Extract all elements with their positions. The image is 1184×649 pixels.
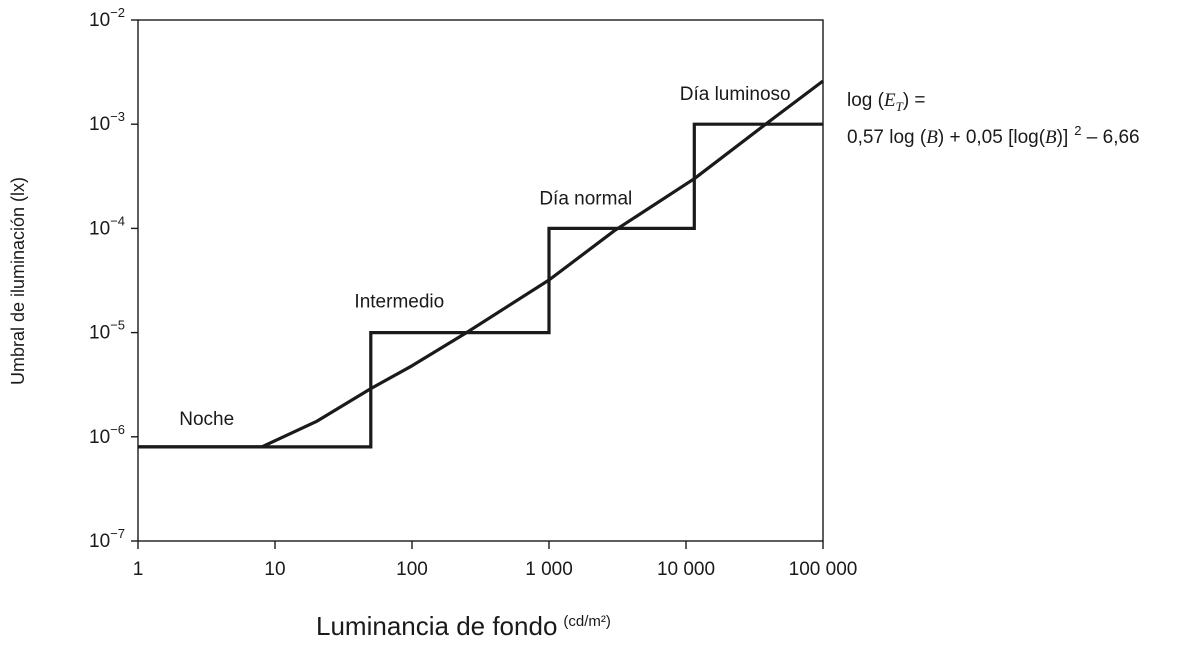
x-axis: 1 10 100 1 000 10 000 100 000 [133,541,858,580]
y-tick-exp: −4 [110,213,125,228]
formula-l2-e: )] [1057,127,1069,148]
formula-l1-sub: T [896,99,904,114]
y-axis: 10−710−610−510−410−310−2 [89,5,138,552]
plot-frame [137,19,824,542]
formula-line-1: log (ET) = [847,90,926,114]
y-tick-label: 10−3 [89,109,125,135]
x-tick-label: 1 [133,559,144,580]
x-axis-label: Luminancia de fondo [316,611,557,641]
y-tick-label: 10−5 [89,318,125,344]
y-tick-exp: −2 [110,5,125,20]
y-tick-exp: −3 [110,109,125,124]
formula-l2-f: – 6,66 [1082,127,1140,148]
y-tick-label: 10−4 [89,213,125,239]
x-axis-unit: (cd/m²) [563,613,611,630]
y-axis-label: Umbral de iluminación (lx) [8,177,28,385]
formula-line-2: 0,57 log (B) + 0,05 [log(B)] 2 – 6,66 [847,123,1140,148]
y-tick-base: 10 [89,114,110,135]
series-layer [138,79,824,449]
x-tick-label: 100 000 [789,559,858,580]
region-label: Día luminoso [680,84,791,105]
formula-l1-suffix: ) = [903,90,926,111]
y-tick-exp: −6 [110,422,125,437]
region-label: Día normal [539,188,632,209]
x-tick-label: 10 000 [657,559,715,580]
y-tick-exp: −5 [110,318,125,333]
region-label: Noche [179,409,234,430]
y-tick-base: 10 [89,10,110,31]
annotation-layer: Noche Intermedio Día normal Día luminoso [179,84,790,430]
y-tick-label: 10−7 [89,526,125,552]
y-tick-label: 10−6 [89,422,125,448]
formula-l2-var-2: B [1045,127,1057,148]
y-tick-base: 10 [89,427,110,448]
region-label: Intermedio [354,291,444,312]
formula-l1-prefix: log ( [847,90,885,111]
step-series-line [138,122,823,449]
y-tick-label: 10−2 [89,5,125,31]
formula-l2-var-1: B [926,127,938,148]
formula-l2-a: 0,57 log ( [847,127,927,148]
x-axis-title: Luminancia de fondo (cd/m²) [316,611,611,641]
formula-l2-exp: 2 [1074,123,1081,138]
y-tick-base: 10 [89,218,110,239]
x-tick-label: 1 000 [525,559,573,580]
formula-l2-c: ) + 0,05 [log( [938,127,1046,148]
y-tick-base: 10 [89,323,110,344]
x-tick-label: 100 [396,559,428,580]
formula-l1-var: E [883,90,896,111]
fit-curve-line [138,79,824,449]
y-tick-base: 10 [89,531,110,552]
y-tick-exp: −7 [110,526,125,541]
x-tick-label: 10 [264,559,285,580]
